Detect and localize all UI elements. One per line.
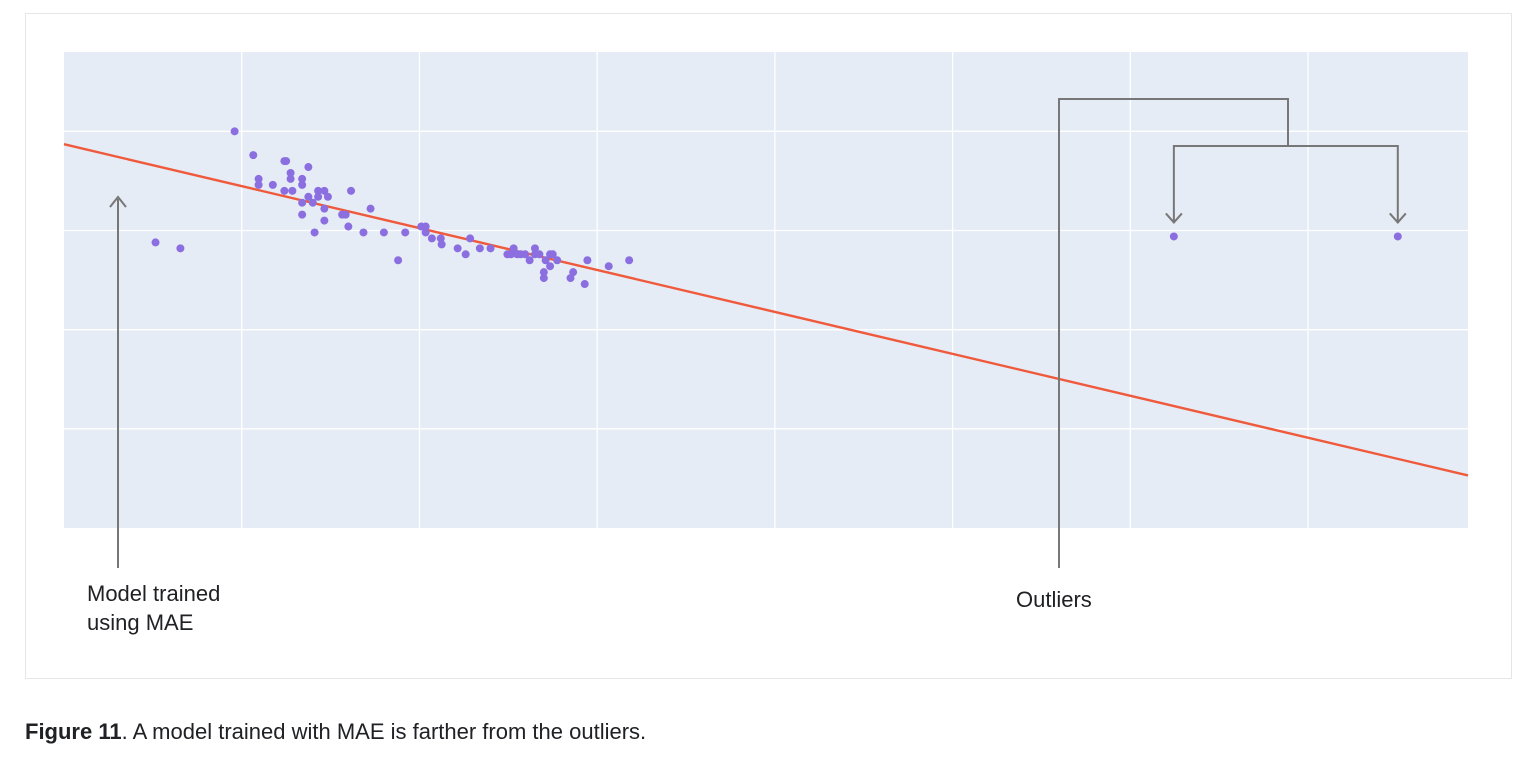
data-point	[535, 250, 544, 259]
data-point	[506, 250, 515, 259]
data-point	[394, 256, 403, 265]
fit-line-layer	[63, 143, 1469, 477]
data-point	[548, 250, 557, 259]
data-point	[347, 186, 356, 195]
data-point	[308, 198, 317, 207]
data-point	[286, 168, 295, 177]
data-point	[539, 274, 548, 283]
data-point	[341, 210, 350, 219]
data-point	[461, 250, 470, 259]
model-label-line-2: using MAE	[87, 610, 194, 635]
data-point	[539, 268, 548, 277]
data-point	[1393, 232, 1402, 241]
data-point	[230, 127, 239, 136]
data-point	[282, 157, 291, 166]
data-point	[304, 192, 313, 201]
data-point	[437, 240, 446, 249]
annotation-arrows	[109, 98, 1407, 568]
data-point	[249, 151, 258, 160]
data-point	[323, 192, 332, 201]
data-point	[320, 216, 329, 225]
data-point	[553, 256, 562, 265]
data-point	[298, 180, 307, 189]
data-point	[320, 186, 329, 195]
data-point	[521, 250, 530, 259]
data-point	[421, 228, 430, 237]
plot-area	[64, 52, 1468, 528]
data-point	[604, 262, 613, 271]
data-point	[254, 180, 263, 189]
outliers-bracket-arms	[1172, 145, 1399, 223]
data-point	[401, 228, 410, 237]
model-label: Model trained using MAE	[87, 579, 220, 637]
data-point	[453, 244, 462, 253]
plot-background	[64, 52, 1468, 528]
data-point	[298, 198, 307, 207]
outlier-arrow-head	[1389, 212, 1407, 224]
caption-text: . A model trained with MAE is farther fr…	[121, 719, 647, 744]
data-point	[475, 244, 484, 253]
data-point	[379, 228, 388, 237]
data-point	[466, 234, 475, 243]
mae-fit-line	[63, 143, 1469, 477]
mae-arrow-head	[109, 195, 127, 208]
data-point	[421, 222, 430, 231]
data-point	[344, 222, 353, 231]
data-point	[286, 174, 295, 183]
data-point	[288, 186, 297, 195]
data-point	[320, 204, 329, 213]
data-point	[304, 163, 313, 172]
caption-figure-number: Figure 11	[25, 719, 122, 744]
data-point	[566, 274, 575, 283]
data-point	[580, 280, 589, 289]
gridlines	[64, 52, 1468, 528]
data-point	[314, 186, 323, 195]
data-point	[280, 186, 289, 195]
data-point	[254, 174, 263, 183]
model-label-line-1: Model trained	[87, 581, 221, 606]
data-point	[314, 192, 323, 201]
data-point	[268, 180, 277, 189]
data-point	[530, 244, 539, 253]
data-point	[366, 204, 375, 213]
data-point	[525, 256, 534, 265]
outliers-label: Outliers	[1016, 587, 1092, 612]
data-point	[509, 244, 518, 253]
outlier-arrow-head	[1165, 212, 1183, 224]
data-point	[583, 256, 592, 265]
figure-caption: Figure 11. A model trained with MAE is f…	[25, 718, 646, 746]
data-point	[486, 244, 495, 253]
data-point	[541, 256, 550, 265]
data-point	[151, 238, 160, 247]
data-point	[625, 256, 634, 265]
data-point	[1169, 232, 1178, 241]
outliers-bracket-stem	[1058, 98, 1289, 568]
data-point	[310, 228, 319, 237]
data-point	[298, 210, 307, 219]
data-point	[436, 234, 445, 243]
data-point	[569, 268, 578, 277]
data-point	[546, 262, 555, 271]
data-points	[151, 127, 1402, 289]
data-point	[427, 234, 436, 243]
data-point	[298, 174, 307, 183]
data-point	[176, 244, 185, 253]
data-point	[359, 228, 368, 237]
